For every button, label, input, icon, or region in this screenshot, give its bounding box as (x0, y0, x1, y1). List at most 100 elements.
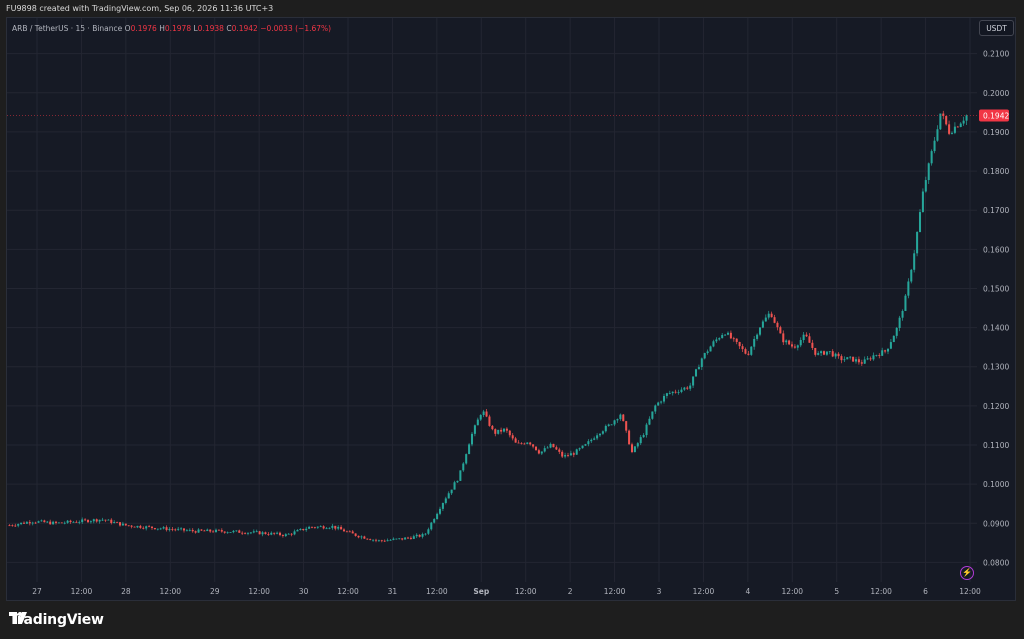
y-tick-label: 0.1000 (983, 480, 1009, 489)
candle-body (953, 126, 956, 133)
candle-body (753, 338, 756, 347)
candle-body (159, 528, 162, 530)
candle-body (886, 348, 890, 352)
candle-body (628, 430, 631, 445)
candle-body (456, 480, 459, 483)
candle-body (860, 362, 863, 364)
candle-body (470, 433, 474, 445)
candle-body (200, 529, 203, 531)
candle-body (962, 120, 965, 124)
candle-body (319, 526, 322, 528)
candle-body (229, 532, 232, 533)
y-tick-label: 0.2000 (983, 89, 1009, 98)
candle-body (642, 435, 645, 438)
candle-body (43, 520, 46, 523)
candle-body (587, 441, 590, 445)
candle-body (630, 444, 634, 453)
candle-body (712, 341, 715, 347)
candle-body (718, 338, 721, 340)
candle-body (398, 538, 401, 540)
candle-body (168, 529, 171, 531)
candle-body (607, 424, 610, 426)
candle-body (107, 519, 110, 521)
candle-body (81, 519, 84, 523)
candle-body (910, 269, 913, 282)
candle-body (11, 525, 14, 527)
candle-body (729, 332, 732, 339)
candle-body (450, 489, 453, 494)
candle-body (232, 530, 235, 533)
footer-bar (0, 601, 1024, 639)
candle-body (395, 538, 398, 540)
close-value: 0.1942 (231, 24, 258, 33)
candle-body (46, 521, 49, 523)
candle-body (177, 528, 180, 530)
candle-body (404, 537, 407, 540)
candle-body (715, 339, 718, 342)
candle-body (564, 455, 567, 457)
candle-body (308, 526, 311, 529)
candle-body (110, 519, 113, 523)
x-tick-label: 5 (834, 587, 839, 596)
chart-area[interactable] (6, 17, 1016, 601)
change-value: −0.0033 (−1.67%) (260, 24, 332, 33)
candle-body (817, 353, 820, 355)
candle-body (834, 353, 837, 357)
candle-body (898, 317, 901, 328)
candle-body (328, 527, 331, 529)
candle-body (28, 522, 31, 524)
candle-body (581, 445, 584, 449)
y-tick-label: 0.1400 (983, 324, 1009, 333)
candle-body (849, 356, 852, 358)
candle-body (866, 358, 869, 360)
candle-body (72, 521, 75, 523)
x-tick-label: 12:00 (248, 587, 270, 596)
candle-body (235, 530, 238, 532)
y-tick-label: 0.1700 (983, 206, 1009, 215)
candle-body (913, 253, 916, 270)
candle-body (500, 429, 503, 432)
y-tick-label: 0.1800 (983, 167, 1009, 176)
candle-body (255, 531, 258, 533)
high-label: H (159, 24, 165, 33)
candle-body (549, 443, 552, 448)
candle-body (214, 529, 218, 533)
last-price-label: 0.1942 (983, 111, 1009, 120)
candle-body (721, 335, 724, 339)
candle-body (779, 327, 782, 334)
currency-button[interactable]: USDT (979, 20, 1014, 36)
candle-body (875, 354, 878, 356)
candle-body (619, 414, 622, 420)
candle-body (244, 533, 247, 535)
candle-body (418, 534, 421, 537)
candle-body (299, 528, 302, 531)
candle-body (174, 529, 177, 531)
candle-body (264, 532, 267, 535)
candle-body (540, 451, 543, 454)
candle-body (441, 502, 444, 509)
x-tick-label: 12:00 (426, 587, 448, 596)
open-label: O (124, 24, 131, 33)
lightning-icon[interactable]: ⚡ (960, 566, 974, 580)
x-tick-label: 12:00 (870, 587, 892, 596)
candle-body (194, 531, 197, 533)
x-tick-label: 12:00 (959, 587, 981, 596)
last-price-tag (979, 109, 1009, 122)
candle-body (52, 521, 55, 525)
candle-body (578, 448, 581, 450)
candle-body (732, 338, 735, 340)
candle-body (337, 526, 340, 529)
brand-name: TradingView (9, 612, 104, 628)
candle-body (802, 334, 805, 341)
candle-body (895, 327, 898, 336)
candle-body (406, 537, 410, 539)
x-tick-label: 12:00 (71, 587, 93, 596)
candle-body (206, 529, 209, 532)
candle-body (276, 532, 279, 534)
tradingview-logo-icon (9, 612, 27, 624)
candle-body (788, 340, 791, 345)
candle-body (241, 532, 244, 534)
candle-body (313, 527, 316, 529)
candle-body (124, 523, 127, 526)
